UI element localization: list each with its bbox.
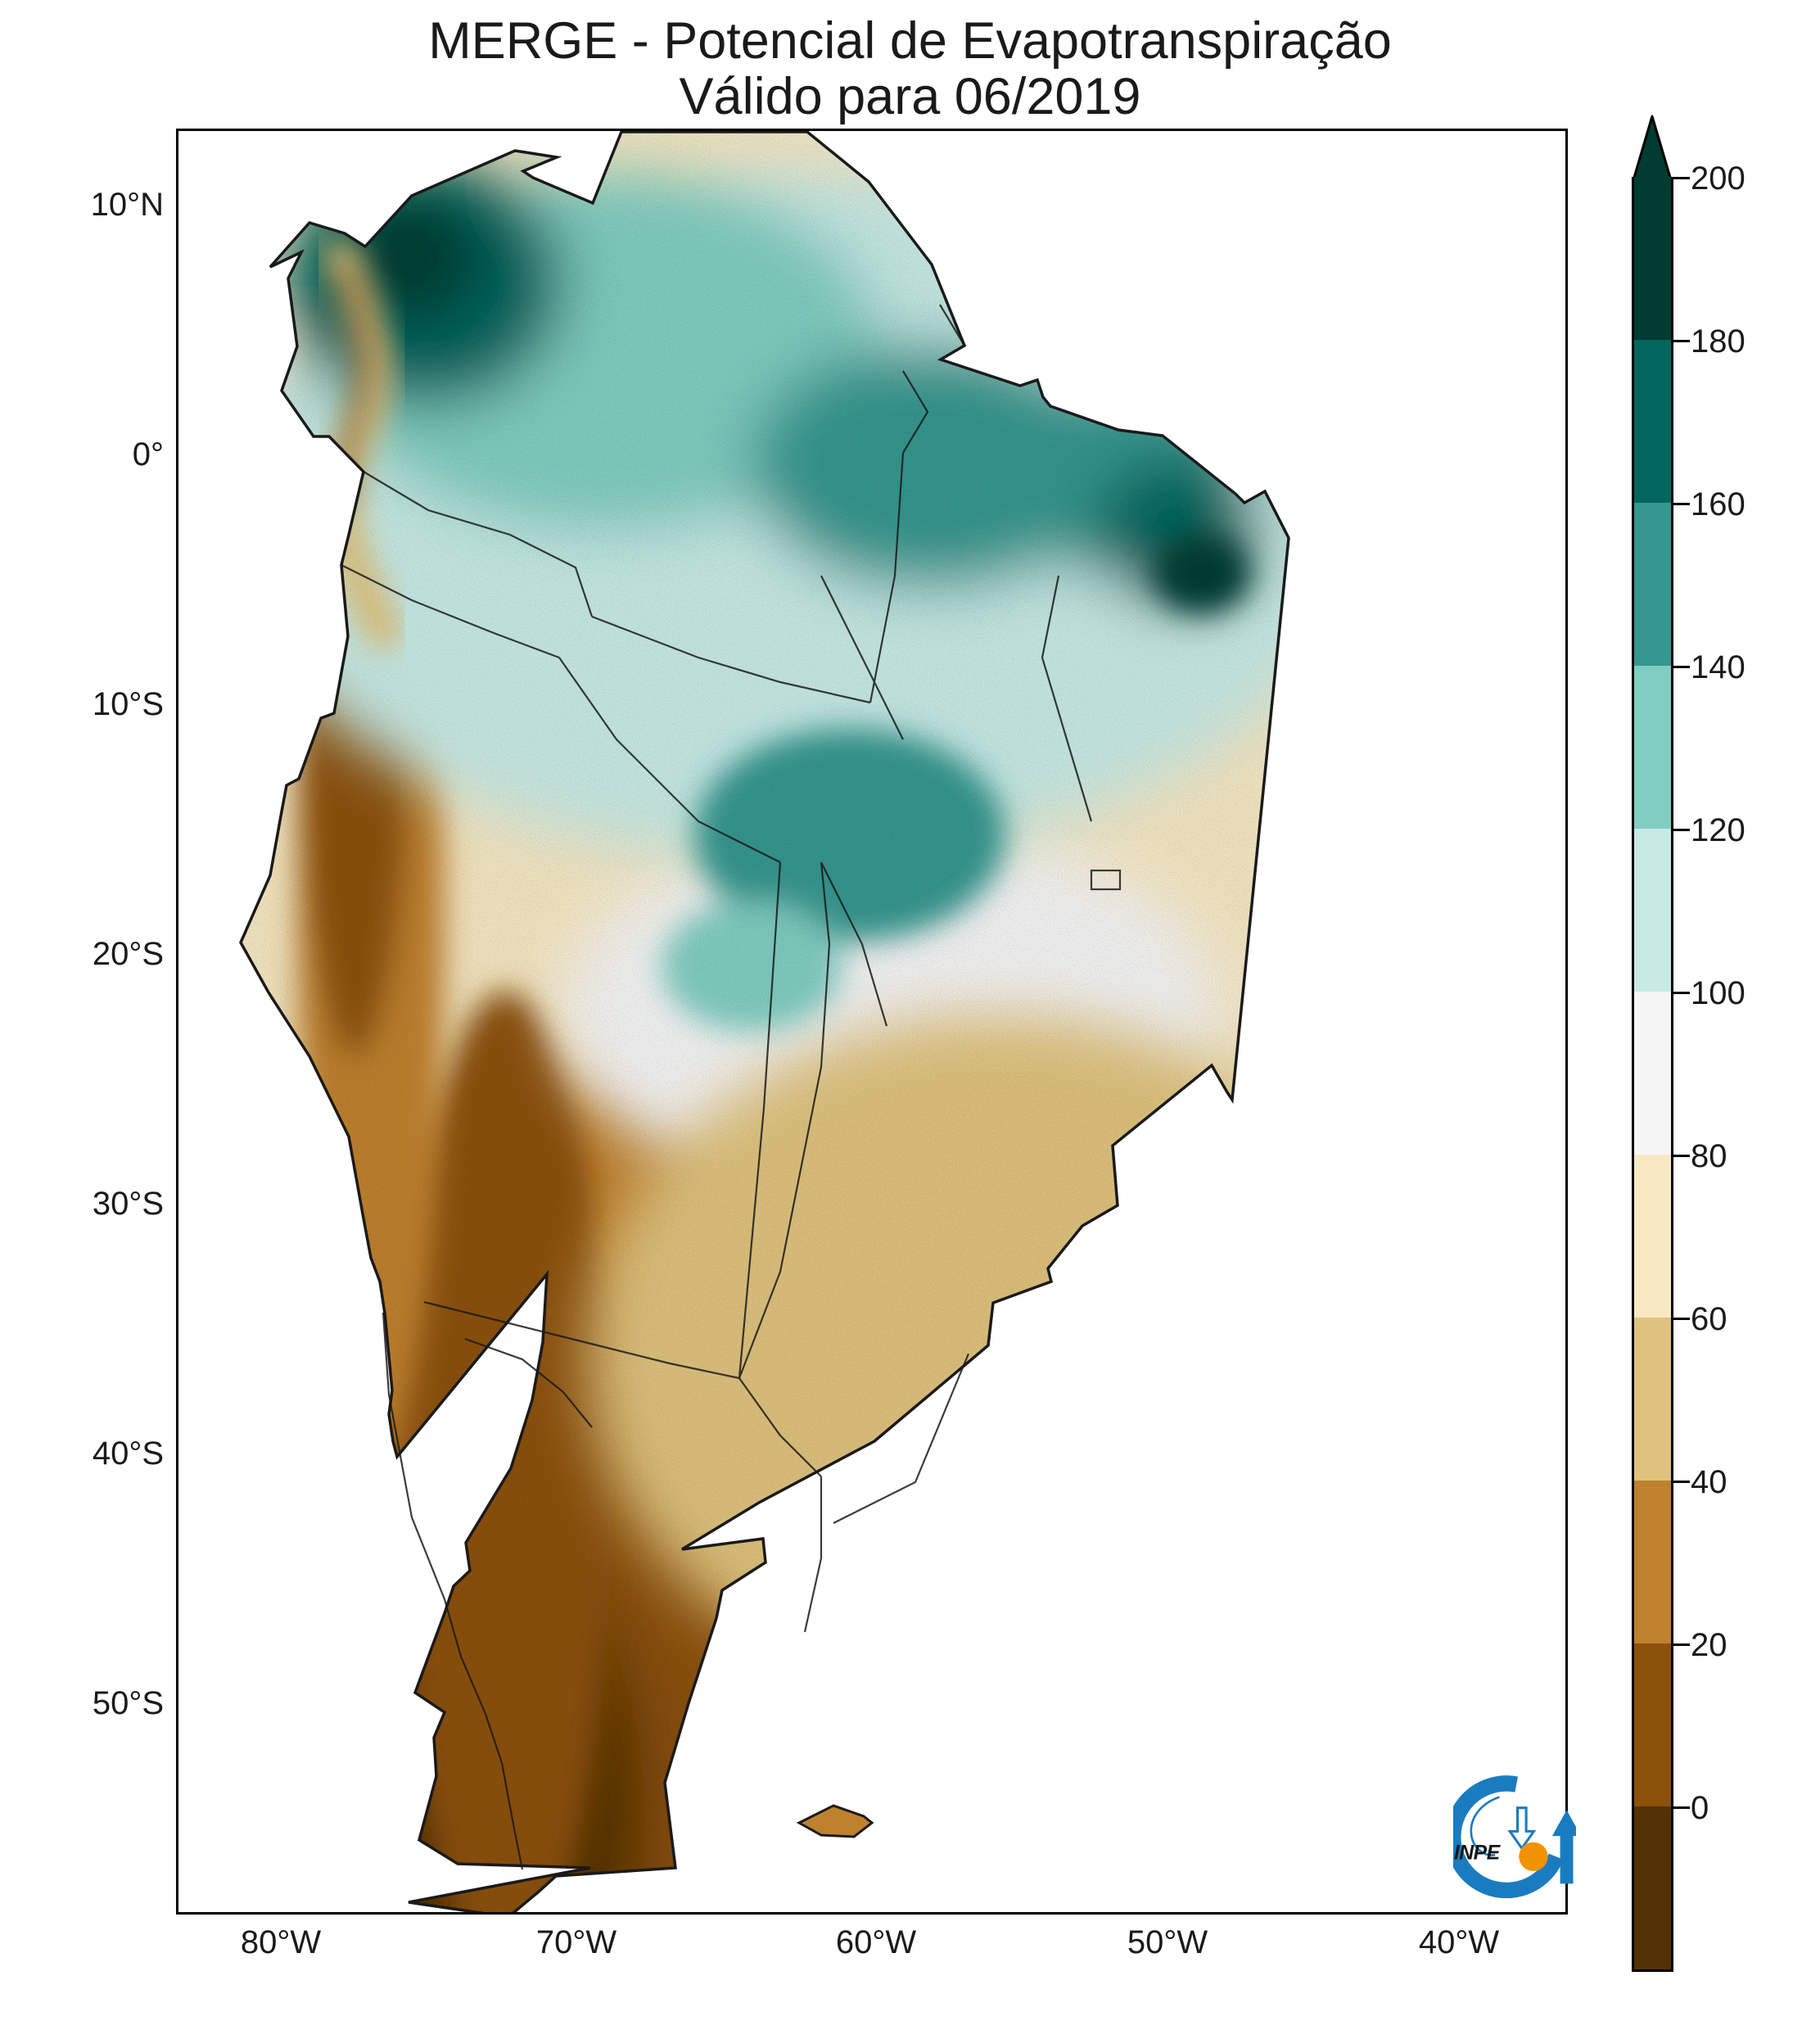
svg-text:INPE: INPE xyxy=(1454,1842,1502,1864)
